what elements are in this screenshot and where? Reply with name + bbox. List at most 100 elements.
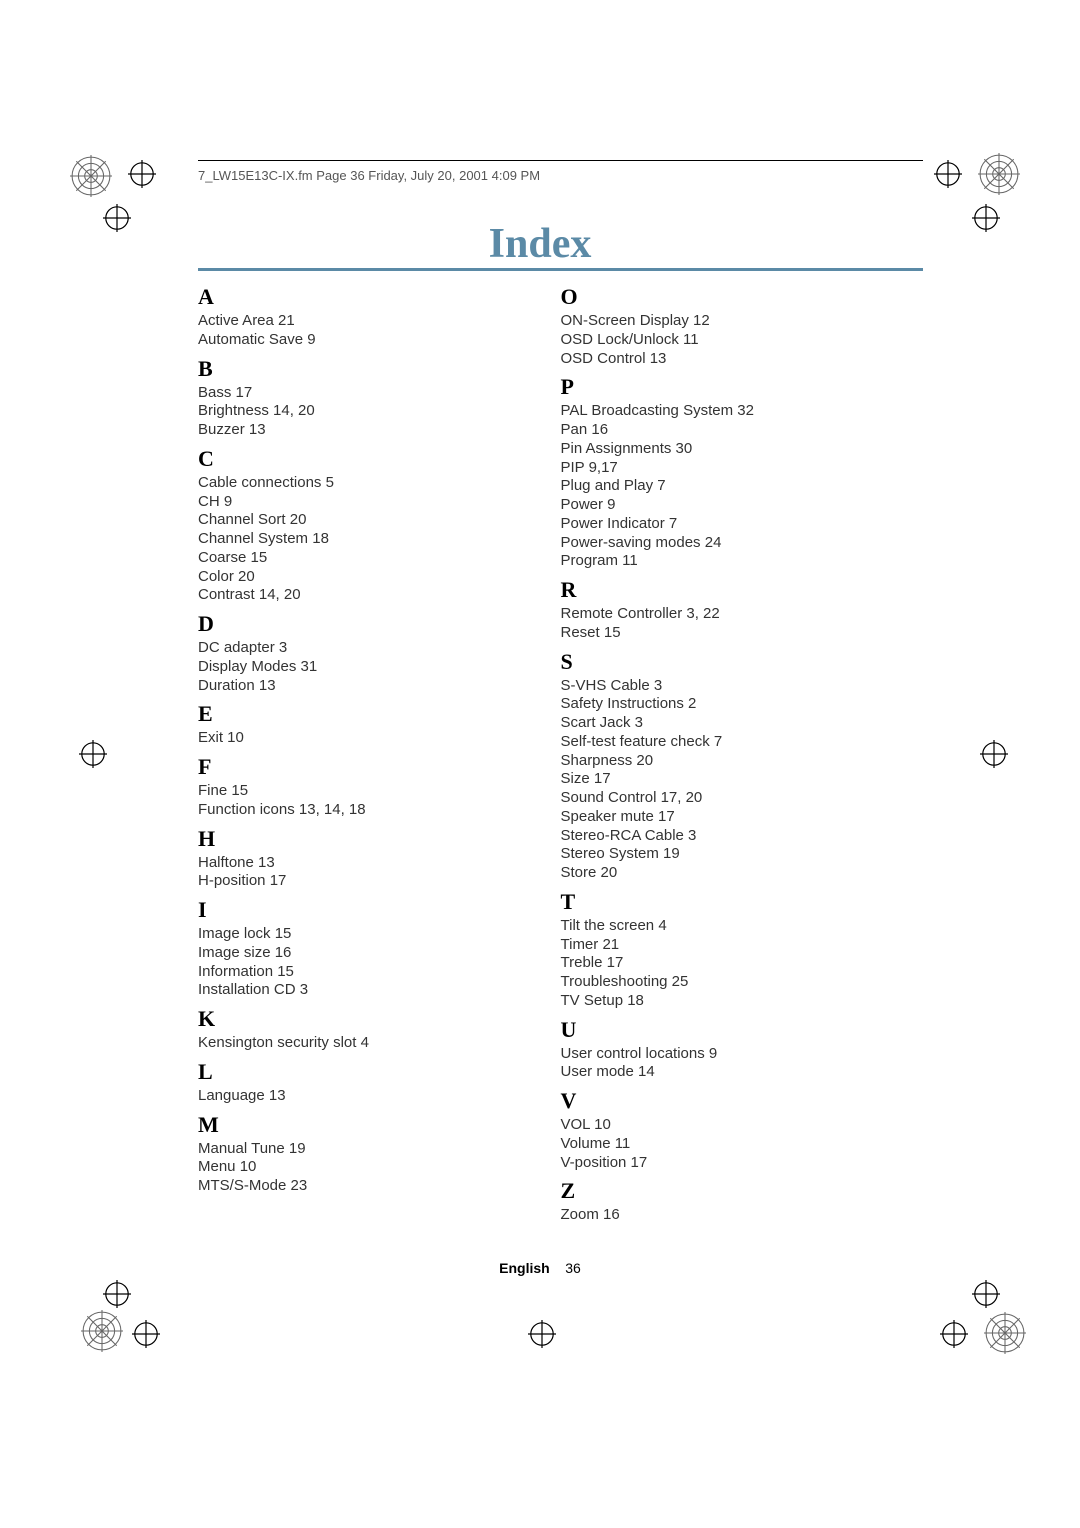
index-letter-heading: K bbox=[198, 1006, 541, 1032]
crop-mark-icon bbox=[528, 1320, 556, 1348]
crop-mark-icon bbox=[940, 1320, 968, 1348]
index-entry: User mode 14 bbox=[561, 1063, 904, 1082]
index-entry: Speaker mute 17 bbox=[561, 808, 904, 827]
index-entry: Manual Tune 19 bbox=[198, 1140, 541, 1159]
index-entry: Zoom 16 bbox=[561, 1206, 904, 1225]
index-entry: Display Modes 31 bbox=[198, 658, 541, 677]
index-entry: Fine 15 bbox=[198, 782, 541, 801]
page-footer: English 36 bbox=[0, 1260, 1080, 1276]
index-entry: Pin Assignments 30 bbox=[561, 440, 904, 459]
index-entry: Color 20 bbox=[198, 568, 541, 587]
index-entry: Coarse 15 bbox=[198, 549, 541, 568]
index-entry: S-VHS Cable 3 bbox=[561, 677, 904, 696]
index-entry: Active Area 21 bbox=[198, 312, 541, 331]
index-entry: Power 9 bbox=[561, 496, 904, 515]
crop-mark-icon bbox=[103, 1280, 131, 1308]
index-letter-heading: L bbox=[198, 1059, 541, 1085]
index-letter-heading: U bbox=[561, 1017, 904, 1043]
index-column: OON-Screen Display 12OSD Lock/Unlock 11O… bbox=[561, 278, 924, 1225]
index-entry: Size 17 bbox=[561, 770, 904, 789]
index-entry: Image size 16 bbox=[198, 944, 541, 963]
index-entry: Remote Controller 3, 22 bbox=[561, 605, 904, 624]
index-entry: Power-saving modes 24 bbox=[561, 534, 904, 553]
registration-mark-icon bbox=[81, 1310, 123, 1352]
crop-mark-icon bbox=[132, 1320, 160, 1348]
index-letter-heading: O bbox=[561, 284, 904, 310]
header-divider bbox=[198, 160, 923, 161]
index-letter-heading: S bbox=[561, 649, 904, 675]
index-entry: Self-test feature check 7 bbox=[561, 733, 904, 752]
index-letter-heading: F bbox=[198, 754, 541, 780]
index-entry: Cable connections 5 bbox=[198, 474, 541, 493]
index-entry: Bass 17 bbox=[198, 384, 541, 403]
crop-mark-icon bbox=[934, 160, 962, 188]
index-entry: Reset 15 bbox=[561, 624, 904, 643]
page-header-text: 7_LW15E13C-IX.fm Page 36 Friday, July 20… bbox=[198, 168, 540, 183]
index-letter-heading: R bbox=[561, 577, 904, 603]
registration-mark-icon bbox=[984, 1312, 1026, 1354]
index-entry: Sound Control 17, 20 bbox=[561, 789, 904, 808]
index-letter-heading: M bbox=[198, 1112, 541, 1138]
index-entry: Program 11 bbox=[561, 552, 904, 571]
crop-mark-icon bbox=[972, 1280, 1000, 1308]
index-entry: PIP 9,17 bbox=[561, 459, 904, 478]
index-entry: Plug and Play 7 bbox=[561, 477, 904, 496]
index-entry: Exit 10 bbox=[198, 729, 541, 748]
index-letter-heading: P bbox=[561, 374, 904, 400]
index-entry: TV Setup 18 bbox=[561, 992, 904, 1011]
index-entry: Image lock 15 bbox=[198, 925, 541, 944]
index-entry: Buzzer 13 bbox=[198, 421, 541, 440]
index-entry: Language 13 bbox=[198, 1087, 541, 1106]
index-entry: Kensington security slot 4 bbox=[198, 1034, 541, 1053]
index-entry: Function icons 13, 14, 18 bbox=[198, 801, 541, 820]
index-entry: OSD Control 13 bbox=[561, 350, 904, 369]
index-columns: AActive Area 21Automatic Save 9BBass 17B… bbox=[198, 278, 923, 1225]
footer-language: English bbox=[499, 1260, 550, 1276]
index-entry: Stereo-RCA Cable 3 bbox=[561, 827, 904, 846]
index-entry: V-position 17 bbox=[561, 1154, 904, 1173]
index-entry: Store 20 bbox=[561, 864, 904, 883]
index-entry: CH 9 bbox=[198, 493, 541, 512]
index-column: AActive Area 21Automatic Save 9BBass 17B… bbox=[198, 278, 561, 1225]
crop-mark-icon bbox=[980, 740, 1008, 768]
title-underline bbox=[198, 268, 923, 271]
index-entry: Safety Instructions 2 bbox=[561, 695, 904, 714]
index-entry: Sharpness 20 bbox=[561, 752, 904, 771]
index-letter-heading: D bbox=[198, 611, 541, 637]
index-entry: Installation CD 3 bbox=[198, 981, 541, 1000]
index-entry: Information 15 bbox=[198, 963, 541, 982]
crop-mark-icon bbox=[79, 740, 107, 768]
index-entry: Channel Sort 20 bbox=[198, 511, 541, 530]
index-entry: User control locations 9 bbox=[561, 1045, 904, 1064]
index-letter-heading: V bbox=[561, 1088, 904, 1114]
crop-mark-icon bbox=[128, 160, 156, 188]
index-entry: Timer 21 bbox=[561, 936, 904, 955]
footer-page-number: 36 bbox=[565, 1260, 581, 1276]
index-entry: H-position 17 bbox=[198, 872, 541, 891]
index-entry: Contrast 14, 20 bbox=[198, 586, 541, 605]
index-entry: Pan 16 bbox=[561, 421, 904, 440]
registration-mark-icon bbox=[978, 153, 1020, 195]
index-entry: Stereo System 19 bbox=[561, 845, 904, 864]
index-entry: ON-Screen Display 12 bbox=[561, 312, 904, 331]
index-entry: Halftone 13 bbox=[198, 854, 541, 873]
index-letter-heading: Z bbox=[561, 1178, 904, 1204]
index-letter-heading: E bbox=[198, 701, 541, 727]
index-letter-heading: C bbox=[198, 446, 541, 472]
index-entry: Treble 17 bbox=[561, 954, 904, 973]
index-entry: MTS/S-Mode 23 bbox=[198, 1177, 541, 1196]
index-entry: Menu 10 bbox=[198, 1158, 541, 1177]
index-entry: VOL 10 bbox=[561, 1116, 904, 1135]
index-entry: PAL Broadcasting System 32 bbox=[561, 402, 904, 421]
page-title: Index bbox=[0, 220, 1080, 268]
index-letter-heading: B bbox=[198, 356, 541, 382]
index-entry: Troubleshooting 25 bbox=[561, 973, 904, 992]
index-entry: Tilt the screen 4 bbox=[561, 917, 904, 936]
registration-mark-icon bbox=[70, 155, 112, 197]
index-entry: Brightness 14, 20 bbox=[198, 402, 541, 421]
index-letter-heading: H bbox=[198, 826, 541, 852]
index-letter-heading: A bbox=[198, 284, 541, 310]
index-entry: Power Indicator 7 bbox=[561, 515, 904, 534]
index-entry: DC adapter 3 bbox=[198, 639, 541, 658]
index-entry: Automatic Save 9 bbox=[198, 331, 541, 350]
